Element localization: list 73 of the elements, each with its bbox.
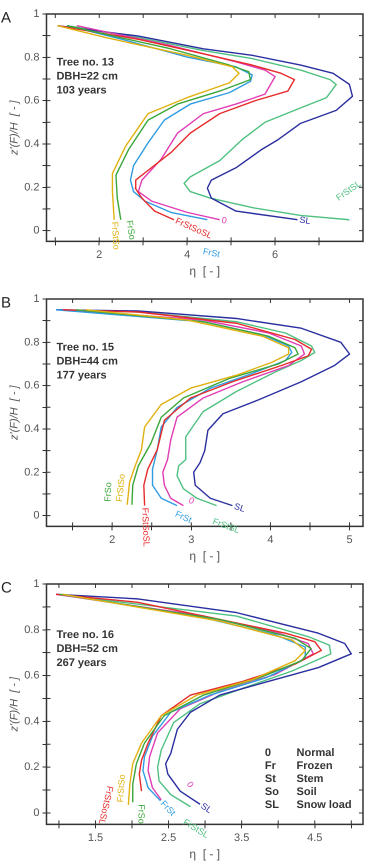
y-tick-label: 1	[33, 293, 40, 306]
text: FrStSo	[115, 774, 127, 803]
text: FrStSoSL	[96, 785, 116, 826]
text: FrStSoSL	[140, 507, 152, 547]
x-axis-title: η [ - ]	[189, 549, 220, 564]
chart-title: C	[1, 580, 12, 597]
y-tick-label: 0	[33, 224, 40, 237]
annotation: Normal	[296, 746, 334, 759]
y-axis-title: z'(F)/H [ - ]	[8, 676, 21, 733]
x-tick-label: 3.5	[234, 832, 250, 844]
annotation: Tree no. 13	[56, 56, 114, 69]
y-tick-label: 0	[33, 806, 40, 819]
y-tick-label: 1	[33, 578, 40, 590]
annotation: 103 years	[56, 84, 107, 97]
y-tick-label: 0.4	[24, 422, 40, 435]
y-tick-label: 0.2	[24, 181, 40, 194]
chart-title: A	[1, 10, 12, 27]
y-tick-label: 0.2	[24, 466, 40, 478]
y-tick-label: 0.6	[24, 94, 40, 107]
annotation: DBH=22 cm	[56, 70, 118, 83]
y-tick-label: 1	[33, 8, 40, 20]
text: FrSo	[136, 804, 146, 824]
text: FrStSo	[114, 473, 127, 502]
x-tick-label: 5	[346, 534, 353, 546]
annotation: 177 years	[56, 370, 107, 382]
x-tick-label: 4	[267, 534, 274, 546]
text: SL	[298, 214, 312, 226]
x-tick-label: 2	[109, 534, 116, 546]
chart-title: B	[1, 294, 12, 312]
x-tick-label: 6	[272, 249, 278, 262]
y-tick-label: 0.2	[24, 761, 40, 774]
y-tick-label: 0.8	[24, 336, 40, 348]
annotation: So	[264, 786, 280, 798]
annotation: Stem	[296, 772, 324, 785]
y-tick-label: 0.8	[24, 51, 40, 64]
annotation: 267 years	[56, 657, 107, 670]
text: 0	[186, 494, 196, 506]
annotation: SL	[264, 798, 280, 811]
y-tick-label: 0	[33, 510, 40, 522]
annotation: Snow load	[296, 798, 352, 811]
text: FrSt	[202, 246, 222, 260]
text: 0	[220, 214, 228, 226]
y-tick-label: 0.6	[24, 380, 40, 392]
y-axis-title: z'(F)/H [ - ]	[8, 99, 21, 156]
x-axis-title: η [ - ]	[189, 847, 220, 862]
text: FrSo	[102, 482, 114, 502]
annotation: 0	[264, 746, 272, 759]
annotation: Tree no. 15	[56, 342, 114, 354]
text: FrSo	[124, 220, 138, 240]
x-axis-title: η [ - ]	[189, 264, 220, 278]
x-tick-label: 3	[188, 534, 194, 546]
x-tick-label: 1.5	[88, 832, 104, 844]
x-tick-label: 4	[184, 249, 190, 262]
annotation: St	[264, 772, 276, 785]
annotation: Frozen	[296, 760, 333, 772]
text: FrSt	[174, 508, 194, 526]
text: FrStSo	[110, 221, 122, 250]
text: 0	[184, 780, 196, 790]
annotation: Soil	[296, 786, 317, 798]
text: SL	[232, 501, 247, 514]
x-tick-label: 4.5	[307, 832, 322, 844]
annotation: Tree no. 16	[56, 629, 114, 642]
y-axis-title: z'(F)/H [ - ]	[8, 384, 21, 442]
y-tick-label: 0.4	[24, 138, 40, 150]
x-tick-label: 2.5	[160, 832, 176, 844]
y-tick-label: 0.6	[24, 670, 40, 682]
text: SL	[199, 800, 214, 816]
x-tick-label: 2	[96, 249, 102, 262]
annotation: DBH=52 cm	[56, 643, 118, 656]
y-tick-label: 0.4	[24, 715, 40, 728]
annotation: Fr	[264, 760, 277, 772]
y-tick-label: 0.8	[24, 624, 40, 636]
annotation: DBH=44 cm	[56, 356, 118, 368]
